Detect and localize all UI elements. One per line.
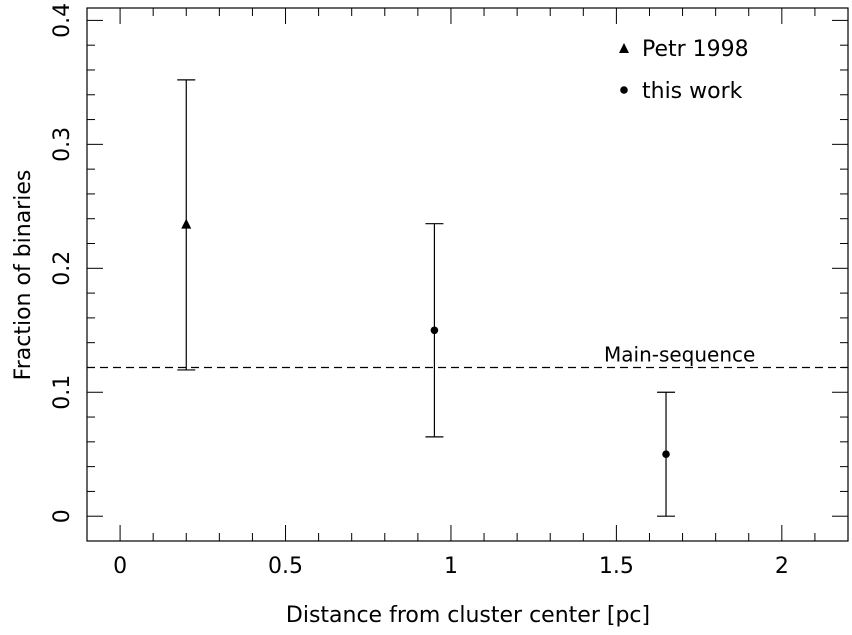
x-tick-label: 0	[113, 554, 127, 579]
legend-label: this work	[642, 79, 743, 104]
y-tick-label: 0.2	[50, 251, 75, 286]
data-point-circle	[430, 326, 439, 335]
x-tick-label: 1	[444, 554, 458, 579]
y-tick-label: 0.4	[50, 3, 75, 38]
y-tick-label: 0	[50, 509, 75, 523]
legend-label: Petr 1998	[642, 37, 749, 62]
main-sequence-label: Main-sequence	[604, 342, 755, 366]
x-tick-label: 2	[775, 554, 789, 579]
data-point-circle	[662, 450, 670, 459]
data-marks	[177, 79, 676, 517]
y-axis-ticks: 0 0.1 0.2 0.3 0.4	[50, 3, 848, 542]
y-tick-label: 0.1	[50, 375, 75, 410]
x-tick-label: 0.5	[268, 554, 303, 579]
y-axis-label: Fraction of binaries	[11, 170, 36, 381]
data-point-triangle	[181, 218, 192, 229]
y-tick-label: 0.3	[50, 127, 75, 162]
legend-marker-circle	[620, 86, 628, 94]
x-axis-ticks: 0 0.5 1 1.5 2	[86, 8, 849, 579]
legend-marker-triangle	[619, 43, 629, 53]
reference-lines: Main-sequence	[87, 342, 848, 369]
x-axis-label: Distance from cluster center [pc]	[286, 603, 650, 628]
x-tick-label: 1.5	[599, 554, 634, 579]
plot-frame	[86, 7, 849, 542]
legend: Petr 1998 this work	[619, 37, 749, 104]
